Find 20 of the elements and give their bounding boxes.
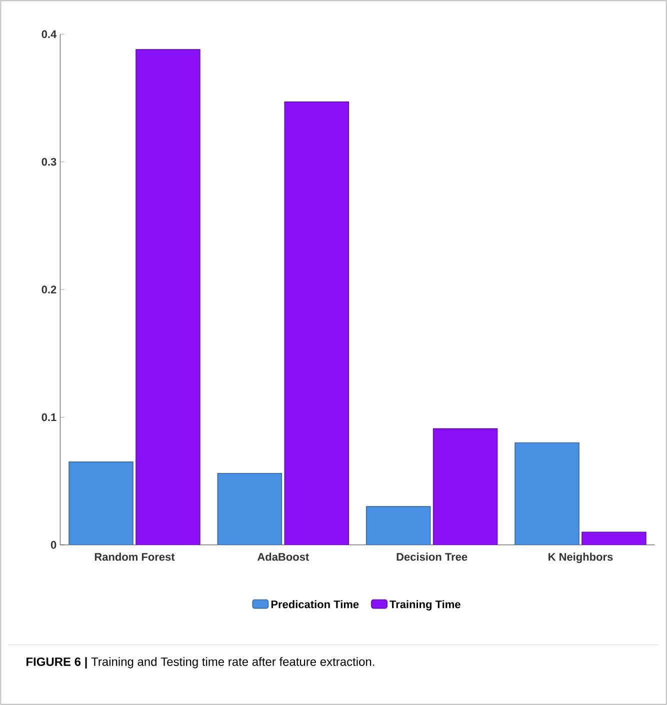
text: FIGURE 6 | Training and Testing time rate after feature extraction. <box>26 657 374 668</box>
bar <box>284 101 350 545</box>
y-tick-label: 0.3 <box>42 158 56 166</box>
bar <box>366 506 431 545</box>
bar <box>136 49 200 545</box>
legend-label: Training Time <box>390 600 460 610</box>
legend-label: Predication Time <box>271 600 359 608</box>
bar <box>68 461 134 545</box>
y-tick-label: 0 <box>50 541 56 549</box>
y-tick-label: 0.1 <box>42 413 56 422</box>
bar <box>582 532 646 545</box>
x-tick-label: AdaBoost <box>257 552 309 561</box>
x-tick-label: Decision Tree <box>396 552 468 561</box>
bar <box>514 442 580 545</box>
bar <box>432 428 498 545</box>
y-tick-label: 0.4 <box>42 30 57 38</box>
x-tick-label: K Neighbors <box>548 552 613 563</box>
y-tick-label: 0.2 <box>42 286 56 294</box>
bar <box>217 472 282 545</box>
x-tick-label: Random Forest <box>94 552 175 561</box>
